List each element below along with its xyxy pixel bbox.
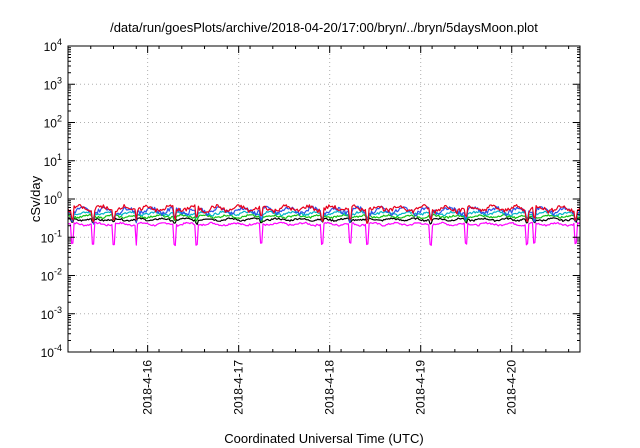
y-tick-label: 10-1 [41, 228, 62, 245]
y-tick-label: 100 [44, 190, 62, 207]
x-axis-label: Coordinated Universal Time (UTC) [224, 431, 423, 446]
plot-series [67, 204, 581, 247]
y-tick-label: 104 [44, 37, 62, 54]
series-line [67, 217, 581, 226]
y-tick-label: 10-2 [41, 267, 62, 284]
series-line [67, 221, 581, 247]
y-tick-label: 101 [44, 152, 62, 169]
grid [68, 46, 580, 352]
chart-title: /data/run/goesPlots/archive/2018-04-20/1… [110, 20, 538, 35]
series-line [67, 204, 581, 224]
x-tick-label: 2018-4-18 [323, 360, 337, 415]
y-axis-label: cSv/day [28, 175, 43, 222]
y-tick-label: 10-4 [41, 343, 62, 360]
x-tick-label: 2018-4-17 [232, 360, 246, 415]
y-tick-label: 10-3 [41, 305, 62, 322]
y-axis-ticks: 10-4 10-3 10-2 10-1 100 101 102 103 104 [41, 37, 580, 360]
x-tick-label: 2018-4-16 [141, 360, 155, 415]
x-tick-label: 2018-4-19 [414, 360, 428, 415]
y-tick-label: 102 [44, 114, 62, 131]
x-axis-ticks: 2018-4-16 2018-4-17 2018-4-18 2018-4-19 2018… [67, 46, 570, 415]
y-tick-label: 103 [44, 75, 62, 92]
x-tick-label: 2018-4-20 [505, 360, 519, 415]
series-line [67, 213, 581, 223]
